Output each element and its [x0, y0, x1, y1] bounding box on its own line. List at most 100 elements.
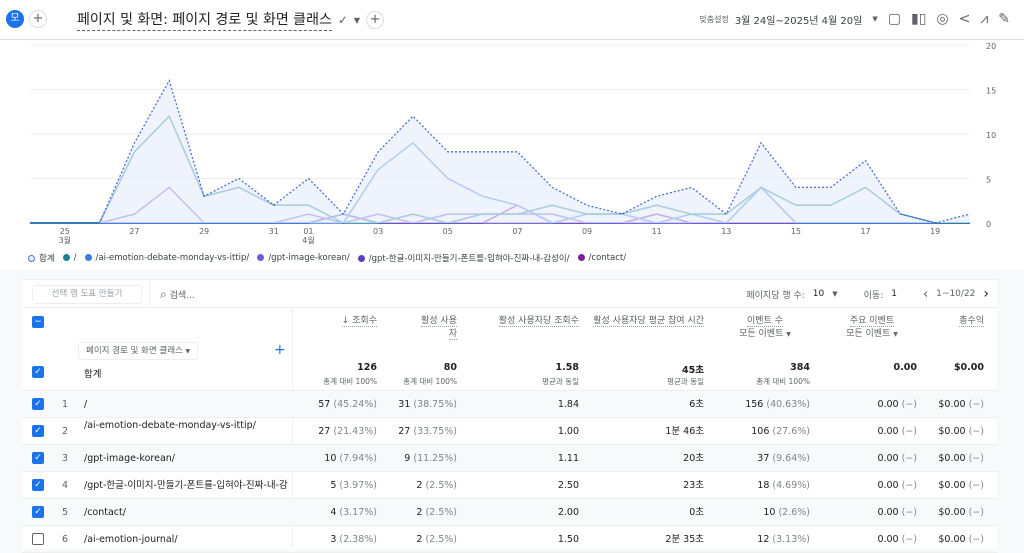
row-checkbox[interactable] — [32, 533, 44, 545]
row-page-path[interactable]: /ai-emotion-debate-monday-vs-ittip/ — [84, 420, 289, 432]
row-checkbox[interactable]: ✓ — [32, 452, 44, 464]
key-event-filter[interactable]: 모든 이벤트 — [846, 329, 890, 339]
legend-item[interactable]: /gpt-한글-이미지-만들기-폰트를-입혀야-진짜-내-감성이/ — [358, 252, 570, 264]
y-tick-label: 10 — [986, 131, 996, 140]
compare-icon[interactable]: ▮▯ — [911, 11, 926, 27]
make-chart-button[interactable]: 선택 행 도표 만들기 — [32, 285, 142, 304]
share-icon[interactable]: < — [959, 11, 971, 27]
edit-icon[interactable]: ✎ — [998, 11, 1010, 27]
rows-dropdown-icon[interactable]: ▼ — [832, 290, 837, 298]
table-row[interactable]: ✓ 4 /gpt-한글-이미지-만들기-폰트를-입혀야-진짜-내-감성이/5 (… — [22, 472, 997, 499]
row-cell: 1.84 — [558, 391, 579, 418]
x-tick-label: 19 — [930, 227, 940, 236]
row-cell: 9 (11.25%) — [404, 445, 457, 472]
total-value: 0.00 — [894, 362, 917, 373]
row-index: 3 — [62, 445, 68, 472]
total-sub: 총계 대비 100% — [323, 376, 377, 387]
next-page-button[interactable]: › — [983, 286, 989, 302]
data-table: 선택 행 도표 만들기 ⌕ 검색... 페이지당 행 수: 10 ▼ 이동: 1… — [22, 279, 997, 549]
row-page-path[interactable]: /gpt-image-korean/ — [84, 445, 289, 472]
row-checkbox[interactable]: ✓ — [32, 425, 44, 437]
search-input[interactable]: ⌕ 검색... — [149, 280, 195, 308]
x-tick-label: 11 — [652, 227, 662, 236]
col-views-per-user[interactable]: 활성 사용자당 조회수 — [479, 315, 579, 328]
row-cell: 5 (3.97%) — [330, 472, 377, 499]
x-tick-label: 31 — [269, 227, 279, 236]
total-value: $0.00 — [954, 362, 984, 373]
legend-dot-icon — [257, 254, 264, 261]
legend-item[interactable]: 합계 — [28, 252, 55, 264]
row-cell: 2 (2.5%) — [416, 499, 457, 526]
y-tick-label: 15 — [986, 87, 996, 96]
row-cell: 2 (2.5%) — [416, 526, 457, 553]
col-views[interactable]: ↓ 조회수 — [307, 315, 377, 328]
check-circle-icon[interactable]: ✓ — [338, 13, 348, 27]
legend-dot-icon — [63, 254, 70, 261]
table-row[interactable]: ✓ 5 /contact/4 (3.17%)2 (2.5%)2.00 0초 10… — [22, 499, 997, 526]
row-cell: 31 (38.75%) — [398, 391, 457, 418]
row-index: 2 — [62, 418, 68, 445]
row-cell: 1.00 — [558, 418, 579, 445]
row-cell: 6초 — [689, 391, 704, 418]
prev-page-button[interactable]: ‹ — [923, 287, 928, 302]
add-button[interactable]: + — [366, 11, 384, 29]
row-page-path[interactable]: /contact/ — [84, 499, 289, 526]
row-page-path[interactable]: / — [84, 391, 289, 418]
legend-item[interactable]: /ai-emotion-debate-monday-vs-ittip/ — [85, 253, 250, 263]
row-page-path[interactable]: /gpt-한글-이미지-만들기-폰트를-입혀야-진짜-내-감성이/ — [84, 472, 289, 499]
table-header: − 페이지 경로 및 화면 클래스 ▼ + ↓ 조회수 활성 사용자 활성 사용… — [22, 308, 997, 356]
x-tick-label: 27 — [129, 227, 139, 236]
row-cell: 0.00 (−) — [877, 499, 917, 526]
select-all-checkbox[interactable]: − — [32, 316, 44, 328]
legend-dot-icon — [578, 254, 585, 261]
avatar[interactable]: 모 — [6, 10, 24, 28]
col-revenue[interactable]: 총수익 — [924, 315, 984, 328]
row-checkbox[interactable]: ✓ — [32, 506, 44, 518]
insights-icon[interactable]: ◎ — [936, 11, 948, 27]
legend-item[interactable]: /gpt-image-korean/ — [257, 253, 349, 263]
row-cell: 37 (9.64%) — [757, 445, 810, 472]
col-avg-engagement[interactable]: 활성 사용자당 평균 참여 시간 — [589, 315, 704, 328]
table-row[interactable]: ✓ 2 /ai-emotion-debate-monday-vs-ittip/2… — [22, 418, 997, 445]
search-placeholder: 검색... — [170, 291, 195, 301]
x-tick-sublabel: 4월 — [302, 235, 314, 245]
x-tick-label: 15 — [791, 227, 801, 236]
legend-item[interactable]: /contact/ — [578, 253, 627, 263]
chevron-down-icon[interactable]: ▼ — [354, 16, 360, 25]
row-page-path[interactable]: /ai-emotion-journal/ — [84, 526, 289, 553]
col-active-users[interactable]: 활성 사용자 — [415, 315, 457, 341]
date-label: 맞춤설정 — [699, 14, 728, 25]
total-sub: 평균과 동일 — [542, 376, 579, 387]
date-range-picker[interactable]: 3월 24일~2025년 4월 20일 — [735, 12, 863, 27]
trend-icon[interactable]: ⩘ — [980, 11, 988, 27]
goto-input[interactable]: 1 — [891, 289, 897, 299]
rows-per-page-select[interactable]: 10 — [813, 289, 824, 299]
table-row[interactable]: ✓ 1 /57 (45.24%)31 (38.75%)1.84 6초 156 (… — [22, 391, 997, 418]
table-row[interactable]: ✓ 3 /gpt-image-korean/10 (7.94%)9 (11.25… — [22, 445, 997, 472]
total-sub: 평균과 동일 — [667, 376, 704, 387]
row-cell: 106 (27.6%) — [751, 418, 810, 445]
row-checkbox[interactable]: ✓ — [32, 398, 44, 410]
add-comparison-button[interactable]: + — [29, 10, 47, 28]
row-cell: 20초 — [683, 445, 704, 472]
report-icon[interactable]: ▢ — [888, 11, 901, 27]
row-checkbox[interactable]: ✓ — [32, 479, 44, 491]
total-checkbox[interactable]: ✓ — [32, 366, 44, 378]
total-sub: 총계 대비 100% — [756, 376, 810, 387]
row-cell: 18 (4.69%) — [757, 472, 810, 499]
row-index: 4 — [62, 472, 68, 499]
row-index: 6 — [62, 526, 68, 553]
row-index: 1 — [62, 391, 68, 418]
search-icon: ⌕ — [160, 287, 167, 301]
event-filter[interactable]: 모든 이벤트 — [739, 329, 783, 339]
toolbar-right: 맞춤설정 3월 24일~2025년 4월 20일 ▼ ▢ ▮▯ ◎ < ⩘ ✎ — [699, 8, 1010, 30]
date-dropdown-icon[interactable]: ▼ — [872, 15, 877, 23]
row-cell: 2 (2.5%) — [416, 472, 457, 499]
x-tick-sublabel: 3월 — [59, 235, 71, 245]
table-row[interactable]: 6 /ai-emotion-journal/3 (2.38%)2 (2.5%)1… — [22, 526, 997, 553]
legend-item[interactable]: / — [63, 253, 77, 263]
